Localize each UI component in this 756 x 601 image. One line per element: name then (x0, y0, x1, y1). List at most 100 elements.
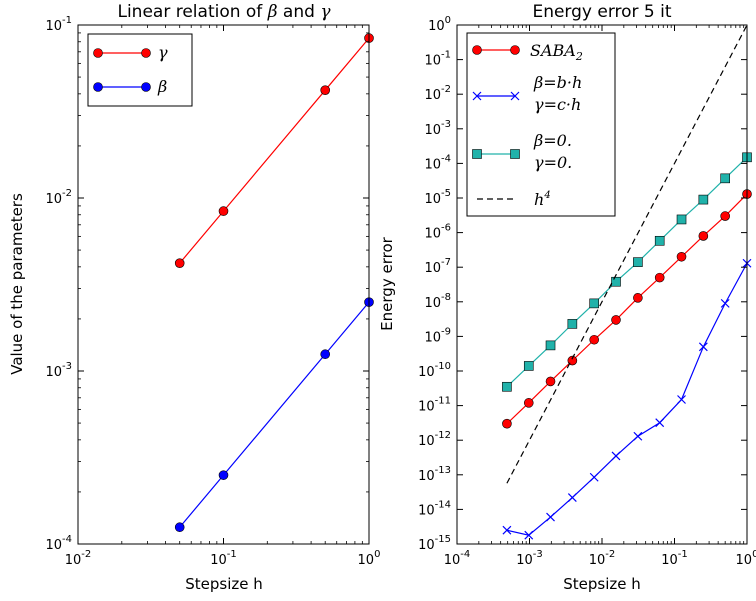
right-series-3-point (698, 194, 709, 205)
left-series-2-point (320, 349, 331, 360)
right-series-2-point (502, 525, 512, 535)
right-y-tick-label: 10-15 (418, 534, 451, 553)
right-series-1-point (633, 293, 643, 303)
right-series-1-point (611, 315, 621, 325)
legend-beta-marker (141, 82, 151, 92)
left-series-2-point (174, 522, 185, 533)
right-y-tick-label: 10-8 (424, 292, 451, 311)
legend-zero-line1: β=0. (533, 131, 572, 150)
left-series-1-point (218, 206, 229, 216)
right-y-tick-label: 10-10 (418, 361, 451, 380)
right-x-tick-label: 100 (736, 549, 756, 568)
right-y-tick-label: 10-6 (424, 223, 451, 242)
right-series-1-point (654, 272, 665, 283)
legend-optimized-line2: γ=c·h (534, 95, 581, 114)
right-y-tick-label: 10-7 (424, 257, 451, 276)
right-series-2-point (567, 493, 577, 502)
right-series-1-point (698, 231, 709, 241)
right-y-tick-label: 10-5 (424, 188, 451, 207)
right-series-3-point (633, 257, 643, 267)
right-y-axis-label: Energy error (378, 236, 396, 330)
right-series-3-point (567, 319, 578, 329)
right-legend-box (466, 32, 616, 217)
legend-gamma-marker (141, 48, 151, 58)
right-series-2-point (720, 298, 730, 308)
legend-gamma-label: γ (158, 43, 168, 62)
right-y-tick-label: 10-13 (418, 465, 451, 484)
legend-h4-label: h4 (534, 190, 551, 209)
parameter-chart: Linear relation of β and γ Stepsize h Va… (8, 2, 380, 593)
left-legend-box (87, 33, 193, 107)
legend-optimized-line1: β=b·h (533, 73, 582, 92)
right-series-2-point (589, 472, 599, 482)
right-series-3-point (589, 298, 599, 309)
right-series-2-point (655, 418, 665, 428)
legend-saba-marker (510, 45, 520, 55)
left-legend: γ β (87, 33, 193, 107)
right-series-3-point (654, 235, 665, 246)
legend-saba-marker (472, 45, 482, 55)
left-x-tick-label: 10-2 (65, 549, 92, 568)
legend-zero-marker (510, 149, 520, 159)
left-x-axis-label: Stepsize h (185, 575, 263, 593)
right-series-3-point (720, 173, 730, 184)
right-series-2-point (677, 395, 686, 404)
legend-optimized-marker (472, 91, 482, 101)
right-series-1-point (720, 211, 730, 221)
left-chart-title: Linear relation of β and γ (117, 2, 331, 22)
right-legend: SABA2 β=b·h γ=c·h β=0. γ=0. h4 (466, 32, 616, 217)
right-series-1-point (545, 376, 556, 387)
left-y-axis-label: Value of the parameters (8, 193, 26, 375)
left-series-1-line (179, 37, 370, 264)
left-y-tick-label: 10-1 (45, 15, 72, 34)
left-y-tick-label: 10-4 (45, 534, 72, 553)
legend-optimized-marker (510, 91, 520, 101)
right-series-1-point (676, 251, 687, 262)
right-x-tick-label: 10-4 (444, 549, 471, 568)
right-chart-title: Energy error 5 it (532, 2, 671, 22)
right-series-2-point (524, 530, 534, 540)
right-series-2-point (698, 342, 708, 352)
right-y-tick-label: 10-14 (418, 499, 451, 518)
legend-beta-marker (93, 82, 103, 92)
right-y-tick-label: 10-2 (424, 84, 451, 103)
legend-beta-label: β (157, 77, 167, 96)
right-y-tick-label: 10-4 (424, 153, 451, 172)
left-series-2-line (179, 301, 370, 528)
right-x-axis-label: Stepsize h (563, 575, 641, 593)
left-y-tick-label: 10-2 (45, 188, 72, 207)
right-series-2-point (633, 431, 643, 441)
energy-error-chart: Energy error 5 it Stepsize h Energy erro… (378, 2, 756, 593)
right-series-1-point (589, 334, 599, 345)
right-series-4-line (506, 24, 748, 484)
right-series-3-point (676, 214, 687, 225)
right-y-tick-label: 10-9 (424, 326, 451, 345)
right-series-1-line (506, 193, 748, 425)
right-series-3-point (523, 361, 534, 371)
right-y-tick-label: 10-12 (418, 430, 451, 449)
right-series-2-line (506, 262, 748, 536)
right-series-1-point (502, 418, 512, 429)
right-plot-frame (456, 24, 748, 545)
left-y-tick-label: 10-3 (45, 361, 72, 380)
right-series-2-point (611, 451, 621, 461)
legend-saba-label: SABA2 (530, 41, 583, 63)
right-series-2-point (546, 512, 555, 522)
right-x-tick-label: 10-2 (589, 549, 616, 568)
left-plot-frame (77, 24, 370, 545)
left-series-1-point (174, 258, 185, 268)
right-x-tick-label: 10-3 (516, 549, 543, 568)
right-y-tick-label: 10-3 (424, 119, 451, 138)
right-y-tick-label: 10-11 (418, 396, 451, 415)
legend-zero-marker (472, 149, 482, 159)
left-series-1-point (320, 85, 331, 95)
left-x-tick-label: 10-1 (210, 549, 237, 568)
right-series-3-point (502, 381, 512, 392)
right-series-3-point (611, 276, 621, 287)
left-series-2-point (218, 470, 229, 480)
right-x-tick-label: 10-1 (661, 549, 688, 568)
legend-gamma-marker (93, 48, 103, 58)
right-series-1-point (523, 398, 534, 408)
left-x-tick-label: 100 (358, 549, 381, 568)
